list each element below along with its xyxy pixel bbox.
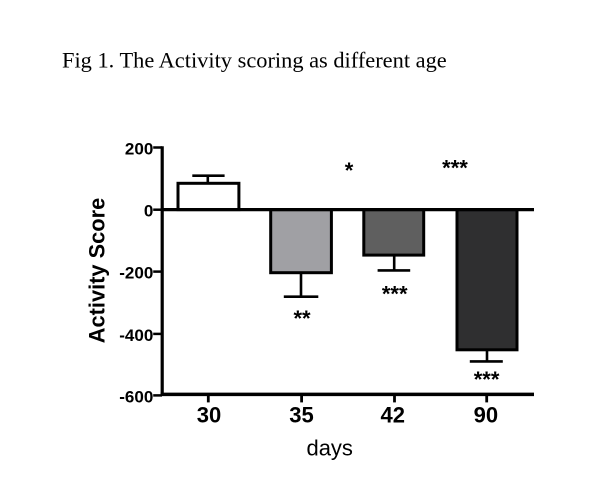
- svg-text:200: 200: [125, 139, 153, 158]
- svg-text:Activity Score: Activity Score: [84, 198, 109, 343]
- svg-text:**: **: [293, 306, 311, 331]
- svg-text:***: ***: [474, 367, 500, 392]
- svg-text:0: 0: [144, 202, 153, 221]
- svg-text:35: 35: [289, 402, 313, 427]
- svg-text:30: 30: [197, 402, 221, 427]
- svg-text:Fig 1. The Activity scoring as: Fig 1. The Activity scoring as different…: [62, 48, 447, 73]
- svg-text:90: 90: [474, 402, 498, 427]
- svg-text:42: 42: [381, 402, 405, 427]
- svg-text:-600: -600: [119, 387, 153, 406]
- svg-text:***: ***: [382, 282, 408, 307]
- svg-text:-200: -200: [119, 263, 153, 282]
- svg-text:days: days: [306, 436, 352, 461]
- svg-text:***: ***: [442, 155, 468, 180]
- svg-text:*: *: [345, 158, 354, 183]
- svg-text:-400: -400: [119, 326, 153, 345]
